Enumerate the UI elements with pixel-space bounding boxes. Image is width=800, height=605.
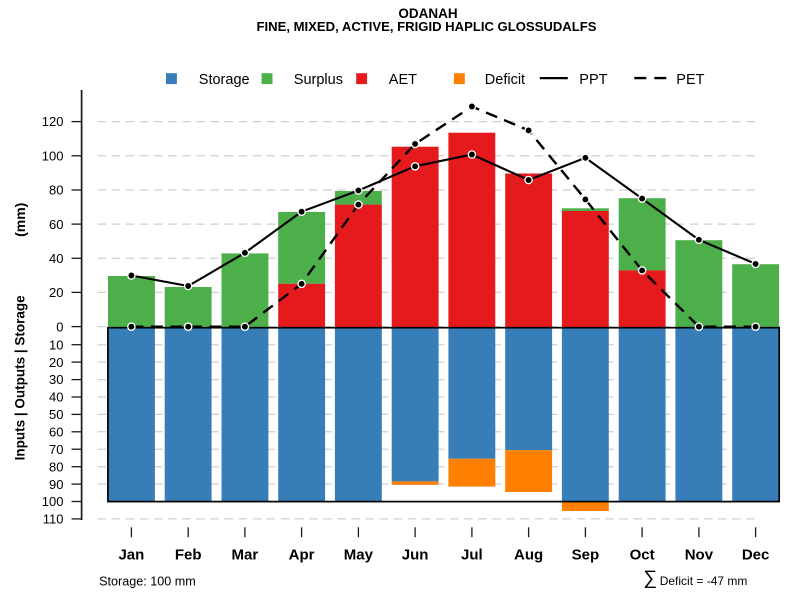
svg-text:80: 80 <box>49 183 63 198</box>
svg-text:Surplus: Surplus <box>294 72 343 88</box>
svg-text:120: 120 <box>42 114 64 129</box>
svg-text:60: 60 <box>49 217 63 232</box>
svg-text:80: 80 <box>49 459 63 474</box>
svg-text:90: 90 <box>49 477 63 492</box>
svg-text:Nov: Nov <box>685 547 714 564</box>
svg-text:PPT: PPT <box>579 72 607 88</box>
svg-text:May: May <box>344 547 374 564</box>
svg-text:AET: AET <box>389 72 417 88</box>
svg-text:Oct: Oct <box>630 547 655 564</box>
svg-text:0: 0 <box>56 320 63 335</box>
svg-text:∑Deficit = -47 mm: ∑ Deficit = -47 mm <box>643 567 747 589</box>
svg-text:30: 30 <box>49 372 63 387</box>
svg-text:Deficit: Deficit <box>485 72 525 88</box>
svg-text:PET: PET <box>676 72 704 88</box>
svg-text:FINE, MIXED, ACTIVE, FRIGID HA: FINE, MIXED, ACTIVE, FRIGID HAPLIC GLOSS… <box>257 19 597 34</box>
svg-text:Jan: Jan <box>118 547 144 564</box>
svg-text:Inputs | Outputs | Storage: Inputs | Outputs | Storage <box>13 295 28 461</box>
svg-text:70: 70 <box>49 442 63 457</box>
svg-text:Sep: Sep <box>572 547 600 564</box>
svg-text:10: 10 <box>49 337 63 352</box>
svg-text:Storage: Storage <box>199 72 250 88</box>
svg-text:110: 110 <box>43 512 64 527</box>
svg-text:(mm): (mm) <box>12 203 28 237</box>
svg-text:40: 40 <box>49 390 63 405</box>
svg-text:60: 60 <box>49 424 63 439</box>
svg-text:50: 50 <box>49 407 63 422</box>
svg-text:100: 100 <box>42 494 64 509</box>
svg-text:Dec: Dec <box>742 547 770 564</box>
svg-text:20: 20 <box>49 355 63 370</box>
svg-text:100: 100 <box>42 149 64 164</box>
svg-text:Aug: Aug <box>514 547 543 564</box>
svg-text:Jun: Jun <box>402 547 429 564</box>
svg-text:Storage: 100 mm: Storage: 100 mm <box>99 575 196 589</box>
svg-text:20: 20 <box>49 285 63 300</box>
svg-text:40: 40 <box>49 251 63 266</box>
svg-text:Jul: Jul <box>461 547 483 564</box>
svg-text:Feb: Feb <box>175 547 202 564</box>
svg-text:Apr: Apr <box>289 547 315 564</box>
svg-text:Mar: Mar <box>232 547 259 564</box>
svg-text:ODANAH: ODANAH <box>398 6 457 21</box>
